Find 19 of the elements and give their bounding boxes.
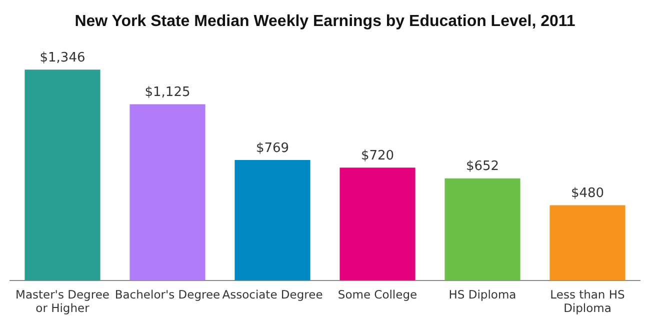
bar (24, 70, 100, 280)
bar (234, 160, 310, 280)
x-tick-label: Some College (338, 287, 418, 302)
data-label: $1,125 (144, 85, 190, 100)
data-label: $720 (360, 148, 394, 164)
data-label: $769 (256, 140, 290, 156)
x-tick-label: Less than HS Diploma (550, 287, 625, 316)
bar (130, 104, 206, 280)
data-label: $652 (466, 159, 500, 174)
bar (444, 178, 520, 280)
data-label: $1,346 (40, 50, 86, 66)
x-tick-label: Bachelor's Degree (114, 287, 220, 302)
data-label: $480 (570, 186, 604, 202)
bar (340, 168, 416, 280)
x-tick-label: Master's Degree or Higher (16, 287, 110, 316)
x-tick-label: Associate Degree (222, 287, 323, 302)
x-tick-label: HS Diploma (448, 287, 516, 302)
bar (550, 205, 626, 280)
chart-title: New York State Median Weekly Earnings by Education Level, 2011 (74, 13, 576, 30)
